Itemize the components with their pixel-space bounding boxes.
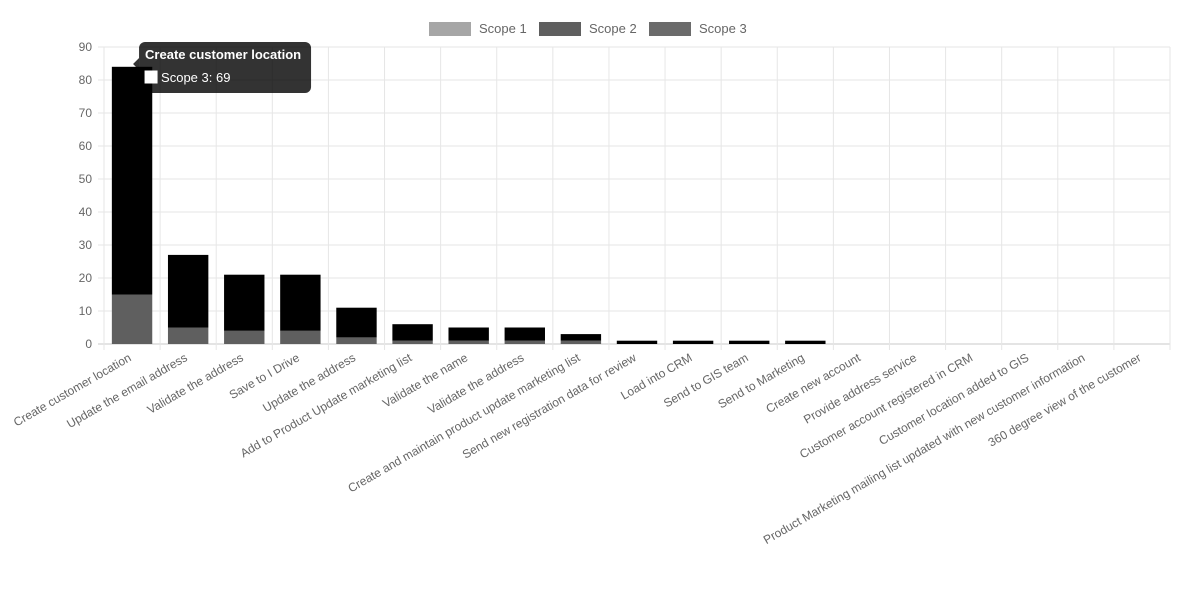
legend-swatch xyxy=(539,22,581,36)
bar-scope-3[interactable] xyxy=(111,66,153,295)
bar-scope-2[interactable] xyxy=(560,340,602,344)
legend-label: Scope 3 xyxy=(699,21,747,36)
bar-scope-2[interactable] xyxy=(280,330,321,344)
bar-scope-3[interactable] xyxy=(504,327,545,341)
bars[interactable] xyxy=(111,66,826,345)
y-tick-label: 10 xyxy=(79,304,93,318)
y-tick-label: 0 xyxy=(85,337,92,351)
y-tick-label: 60 xyxy=(79,139,93,153)
bar-scope-3[interactable] xyxy=(672,340,714,344)
y-tick-label: 70 xyxy=(79,106,93,120)
legend-label: Scope 1 xyxy=(479,21,527,36)
bar-scope-3[interactable] xyxy=(616,340,658,344)
bar-scope-3[interactable] xyxy=(448,327,489,341)
bar-scope-3[interactable] xyxy=(785,340,826,344)
bar-scope-3[interactable] xyxy=(167,254,209,328)
bar-scope-3[interactable] xyxy=(392,324,433,341)
y-axis-ticks: 0 10 20 30 40 50 60 70 80 90 xyxy=(79,40,93,351)
bar-scope-2[interactable] xyxy=(504,340,545,344)
gridlines xyxy=(98,46,1171,350)
bar-scope-2[interactable] xyxy=(448,340,489,344)
x-tick-label: Create new account xyxy=(763,350,863,416)
legend-item-scope-1[interactable]: Scope 1 xyxy=(429,21,527,36)
bar-scope-2[interactable] xyxy=(392,340,433,344)
legend-item-scope-3[interactable]: Scope 3 xyxy=(649,21,747,36)
y-tick-label: 50 xyxy=(79,172,93,186)
legend-swatch xyxy=(649,22,691,36)
bar-scope-3[interactable] xyxy=(336,307,377,338)
bar-scope-3[interactable] xyxy=(280,274,321,331)
bar-scope-2[interactable] xyxy=(167,327,209,345)
bar-scope-2[interactable] xyxy=(336,337,377,344)
bar-scope-3[interactable] xyxy=(560,334,602,341)
legend-item-scope-2[interactable]: Scope 2 xyxy=(539,21,637,36)
tooltip: Create customer location Scope 3: 69 xyxy=(133,42,312,93)
y-tick-label: 80 xyxy=(79,73,93,87)
bar-scope-2[interactable] xyxy=(224,330,265,344)
y-tick-label: 40 xyxy=(79,205,93,219)
bar-scope-3[interactable] xyxy=(224,274,265,331)
y-tick-label: 20 xyxy=(79,271,93,285)
y-tick-label: 90 xyxy=(79,40,93,54)
legend-swatch xyxy=(429,22,471,36)
legend-label: Scope 2 xyxy=(589,21,637,36)
bar-scope-2[interactable] xyxy=(111,294,153,345)
tooltip-label: Scope 3: 69 xyxy=(161,70,230,85)
tooltip-box xyxy=(139,42,312,93)
tooltip-swatch xyxy=(144,70,158,84)
x-tick-label: Validate the address xyxy=(145,350,246,416)
x-tick-label: Update the address xyxy=(260,350,358,414)
tooltip-caret xyxy=(133,58,140,70)
tooltip-title: Create customer location xyxy=(145,47,301,62)
y-tick-label: 30 xyxy=(79,238,93,252)
legend[interactable]: Scope 1 Scope 2 Scope 3 xyxy=(429,21,747,36)
bar-scope-3[interactable] xyxy=(729,340,770,344)
